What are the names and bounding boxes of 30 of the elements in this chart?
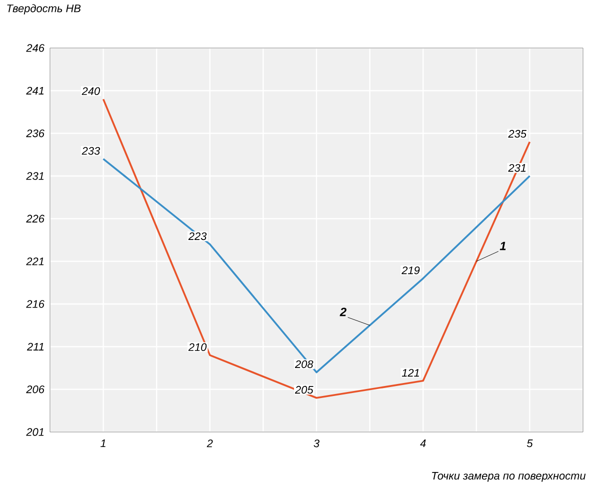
x-tick-label: 4 <box>420 440 426 448</box>
data-label: 208 <box>294 360 314 368</box>
x-axis-title: Точки замера по поверхности <box>432 472 586 482</box>
data-label: 219 <box>402 266 420 274</box>
series-label: 2 <box>340 308 346 316</box>
data-label: 240 <box>82 87 100 96</box>
x-tick-label: 5 <box>526 440 533 448</box>
annotation: 121 <box>402 368 419 377</box>
y-tick-label: 221 <box>26 258 44 266</box>
data-label: 223 <box>188 232 207 240</box>
y-tick-label: 231 <box>26 172 44 180</box>
series-label: 1 <box>500 242 506 250</box>
y-tick-label: 211 <box>26 342 44 350</box>
data-label: 205 <box>294 386 314 394</box>
y-axis-title: Твердость НВ <box>7 4 81 14</box>
data-label: 233 <box>82 147 100 155</box>
line-series <box>102 98 531 399</box>
data-label: 231 <box>508 164 526 172</box>
data-label: 235 <box>508 130 527 138</box>
x-tick-label: 1 <box>100 440 106 448</box>
y-tick-label: 241 <box>26 86 44 94</box>
y-tick-label: 246 <box>26 44 44 52</box>
y-tick-label: 206 <box>26 385 44 394</box>
data-label: 210 <box>188 343 207 352</box>
y-tick-label: 216 <box>26 300 44 308</box>
y-tick-label: 226 <box>26 214 44 223</box>
y-tick-label: 201 <box>26 428 44 436</box>
x-tick-label: 2 <box>206 440 213 448</box>
x-tick-label: 3 <box>314 440 320 448</box>
y-tick-label: 236 <box>26 129 44 138</box>
